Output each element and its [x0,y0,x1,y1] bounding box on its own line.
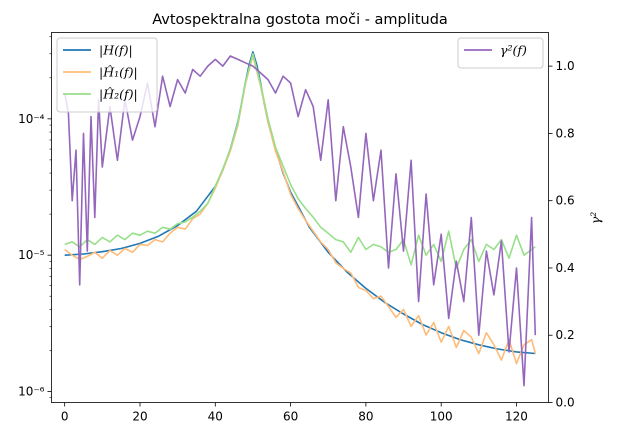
axes: 0 20 40 60 80 100 120 10⁻⁶ 10⁻⁵ 10⁻⁴ 0.0 0.2 0.4 0.6 0… [18,36,575,424]
series-line-1 [64,54,537,365]
right-tick-label: 0.2 [556,328,575,342]
legend-label: γ²(f) [500,43,527,58]
x-tick-label: 100 [430,410,453,424]
legend-left: |H(f)| |Ĥ₁(f)| |Ĥ₂(f)| [56,37,158,113]
x-tick-label: 60 [283,410,298,424]
legend-label: |Ĥ₂(f)| [99,87,138,102]
legend-label: |Ĥ₁(f)| [99,65,138,80]
right-tick-label: 0.8 [556,126,575,140]
right-tick-label: 0.4 [556,261,575,275]
series-line-2 [64,52,536,270]
right-tick-label: 0.0 [556,396,575,410]
plot-frame [51,32,549,403]
left-tick-label: 10⁻⁶ [18,384,45,398]
x-tick-label: 80 [358,410,373,424]
legend-box [457,37,544,69]
legend-right: γ²(f) [457,37,544,69]
legend-label: |H(f)| [99,43,133,58]
x-tick-label: 0 [61,410,69,424]
x-tick-label: 40 [208,410,223,424]
right-tick-label: 1.0 [556,59,575,73]
left-tick-label: 10⁻⁴ [18,112,45,126]
series-lines [63,51,537,387]
right-axis-label: γ² [588,212,603,224]
right-tick-label: 0.6 [556,194,575,208]
x-tick-label: 120 [505,410,528,424]
chart-title: Avtospektralna gostota moči - amplituda [152,12,448,28]
left-tick-label: 10⁻⁵ [18,248,45,262]
series-line-3 [63,55,537,387]
x-tick-label: 20 [132,410,147,424]
